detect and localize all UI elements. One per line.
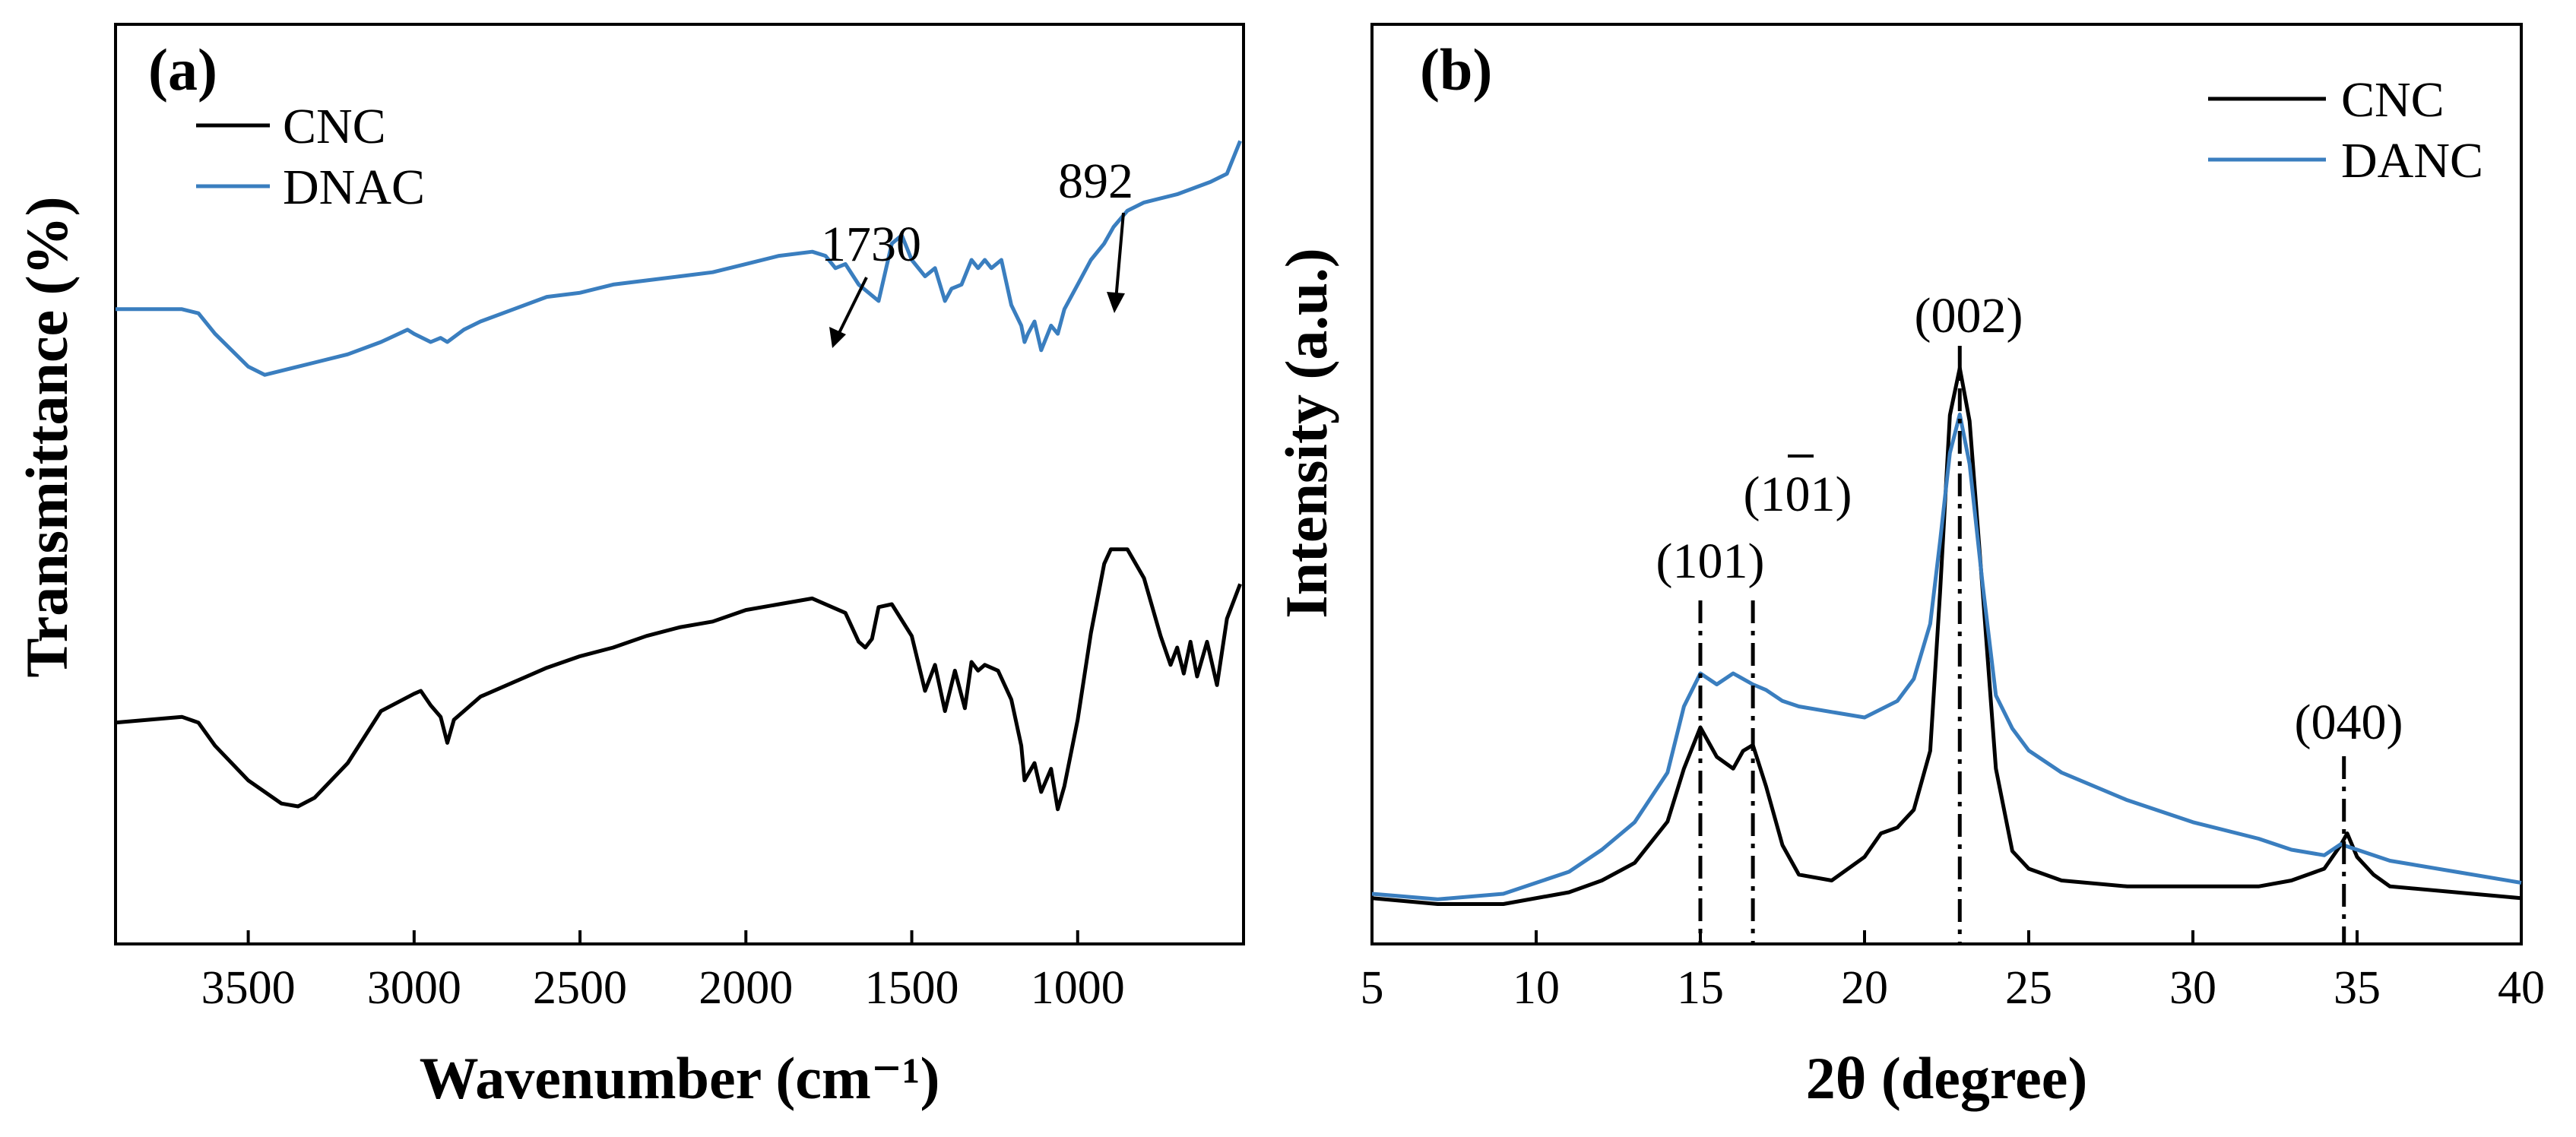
xrd-x-tick-label: 15 [1677,962,1724,1014]
xrd-reference-lines [1698,346,2346,942]
xrd-x-tick-label: 25 [2005,962,2052,1014]
xrd-x-tick-label: 30 [2169,962,2216,1014]
xrd-panel: 5 10 15 20 25 30 35 40 (b) CNC DANC (101) (101)… [1273,23,2546,1111]
xrd-series-cnc [1371,366,2522,906]
ftir-legend-cnc-label: CNC [283,99,386,154]
ftir-panel: 3500 3000 2500 2000 1500 1000 (a) CNC DNAC 17… [14,23,1245,1111]
ftir-x-tick-label: 3000 [367,962,461,1014]
ftir-panel-label: (a) [148,36,217,103]
ftir-arrowhead-892 [1107,292,1125,313]
xrd-curves [1371,366,2522,906]
ftir-x-tick-label: 2500 [533,962,627,1014]
xrd-series-danc [1371,412,2522,901]
xrd-x-axis-label: 2θ (degree) [1806,1045,2088,1111]
ftir-x-tick-label: 3500 [201,962,296,1014]
ftir-curves [115,140,1242,812]
xrd-x-tick-labels: 5 10 15 20 25 30 35 40 [1361,962,2546,1014]
ftir-arrow-1730 [836,277,868,337]
ftir-x-tick-label: 1500 [865,962,959,1014]
ftir-annotation-892: 892 [1058,154,1133,209]
xrd-panel-label: (b) [1420,36,1492,103]
ftir-plot-frame [114,23,1245,945]
xrd-annotation-1-01: (101) [1744,467,1852,522]
ftir-series-dnac [116,140,1242,377]
xrd-x-tick-label: 5 [1361,962,1384,1014]
ftir-arrowhead-1730 [829,327,846,348]
ftir-arrow-892 [1114,212,1125,301]
xrd-x-tick-label: 35 [2334,962,2381,1014]
ftir-x-tick-label: 2000 [699,962,793,1014]
xrd-x-tick-label: 10 [1513,962,1560,1014]
xrd-annotation-040: (040) [2295,695,2403,750]
ftir-x-axis-label: Wavenumber (cm⁻¹) [420,1045,940,1111]
xrd-x-tick-label: 20 [1841,962,1888,1014]
ftir-annotation-1730: 1730 [821,217,921,272]
xrd-y-axis-label: Intensity (a.u.) [1273,248,1339,619]
ftir-x-tick-labels: 3500 3000 2500 2000 1500 1000 [201,962,1125,1014]
ftir-legend-dnac-label: DNAC [283,160,425,215]
xrd-plot-frame [1370,23,2523,945]
ftir-x-ticks [246,930,1079,944]
xrd-annotation-002: (002) [1915,288,2023,344]
xrd-x-ticks [1370,930,2523,944]
xrd-legend-cnc-label: CNC [2341,72,2445,128]
ftir-x-tick-label: 1000 [1031,962,1125,1014]
ftir-series-cnc [115,547,1242,812]
xrd-legend-danc-label: DANC [2341,133,2483,188]
xrd-x-tick-label: 40 [2498,962,2545,1014]
xrd-annotation-101: (101) [1656,534,1765,589]
ftir-y-axis-label: Transmittance (%) [14,196,80,677]
